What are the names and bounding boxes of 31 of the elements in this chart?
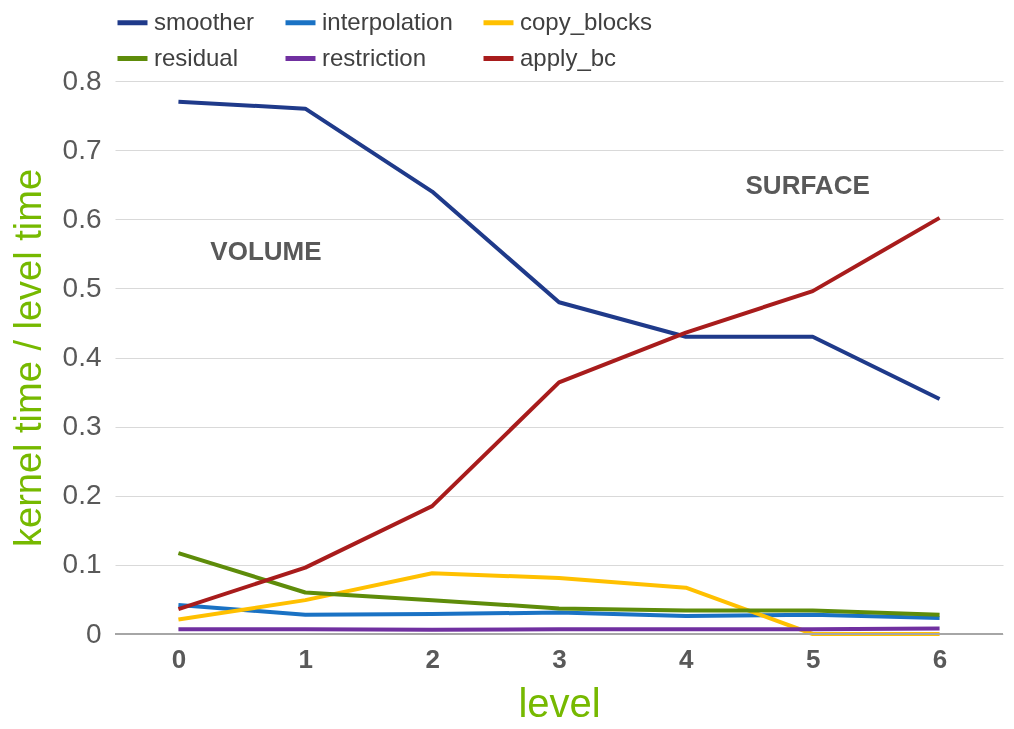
legend-label: residual xyxy=(154,43,239,71)
legend-label: smoother xyxy=(154,7,255,35)
y-tick-label: 0.1 xyxy=(62,548,102,580)
x-tick-label: 4 xyxy=(679,643,695,674)
annotation: SURFACE xyxy=(745,170,870,201)
x-tick-label: 6 xyxy=(932,643,948,674)
line-series xyxy=(176,215,942,612)
y-tick-label: 0.4 xyxy=(62,341,102,372)
line-series xyxy=(176,602,942,621)
y-tick-label: 0.8 xyxy=(62,64,102,96)
x-tick-label: 0 xyxy=(171,643,187,674)
y-tick-label: 0.3 xyxy=(62,410,102,442)
annotation: VOLUME xyxy=(210,236,322,267)
legend-label: apply_bc xyxy=(520,43,617,71)
legend-label: restriction xyxy=(322,43,427,71)
x-tick-label: 2 xyxy=(425,643,440,674)
legend-label: copy_blocks xyxy=(520,7,653,35)
y-axis-title: kernel time / level time xyxy=(6,168,49,548)
legend-label: interpolation xyxy=(322,7,453,35)
x-tick-label: 5 xyxy=(805,643,821,674)
x-axis-title: level xyxy=(518,680,601,725)
y-tick-label: 0 xyxy=(85,617,102,649)
line-series xyxy=(176,571,942,636)
y-tick-label: 0.7 xyxy=(62,133,102,165)
line-series xyxy=(176,551,942,617)
line-series xyxy=(176,99,942,401)
x-tick-label: 1 xyxy=(298,643,314,674)
y-tick-label: 0.5 xyxy=(62,271,102,303)
y-tick-label: 0.2 xyxy=(62,479,102,511)
y-tick-label: 0.6 xyxy=(62,202,102,234)
x-tick-label: 3 xyxy=(552,643,567,674)
